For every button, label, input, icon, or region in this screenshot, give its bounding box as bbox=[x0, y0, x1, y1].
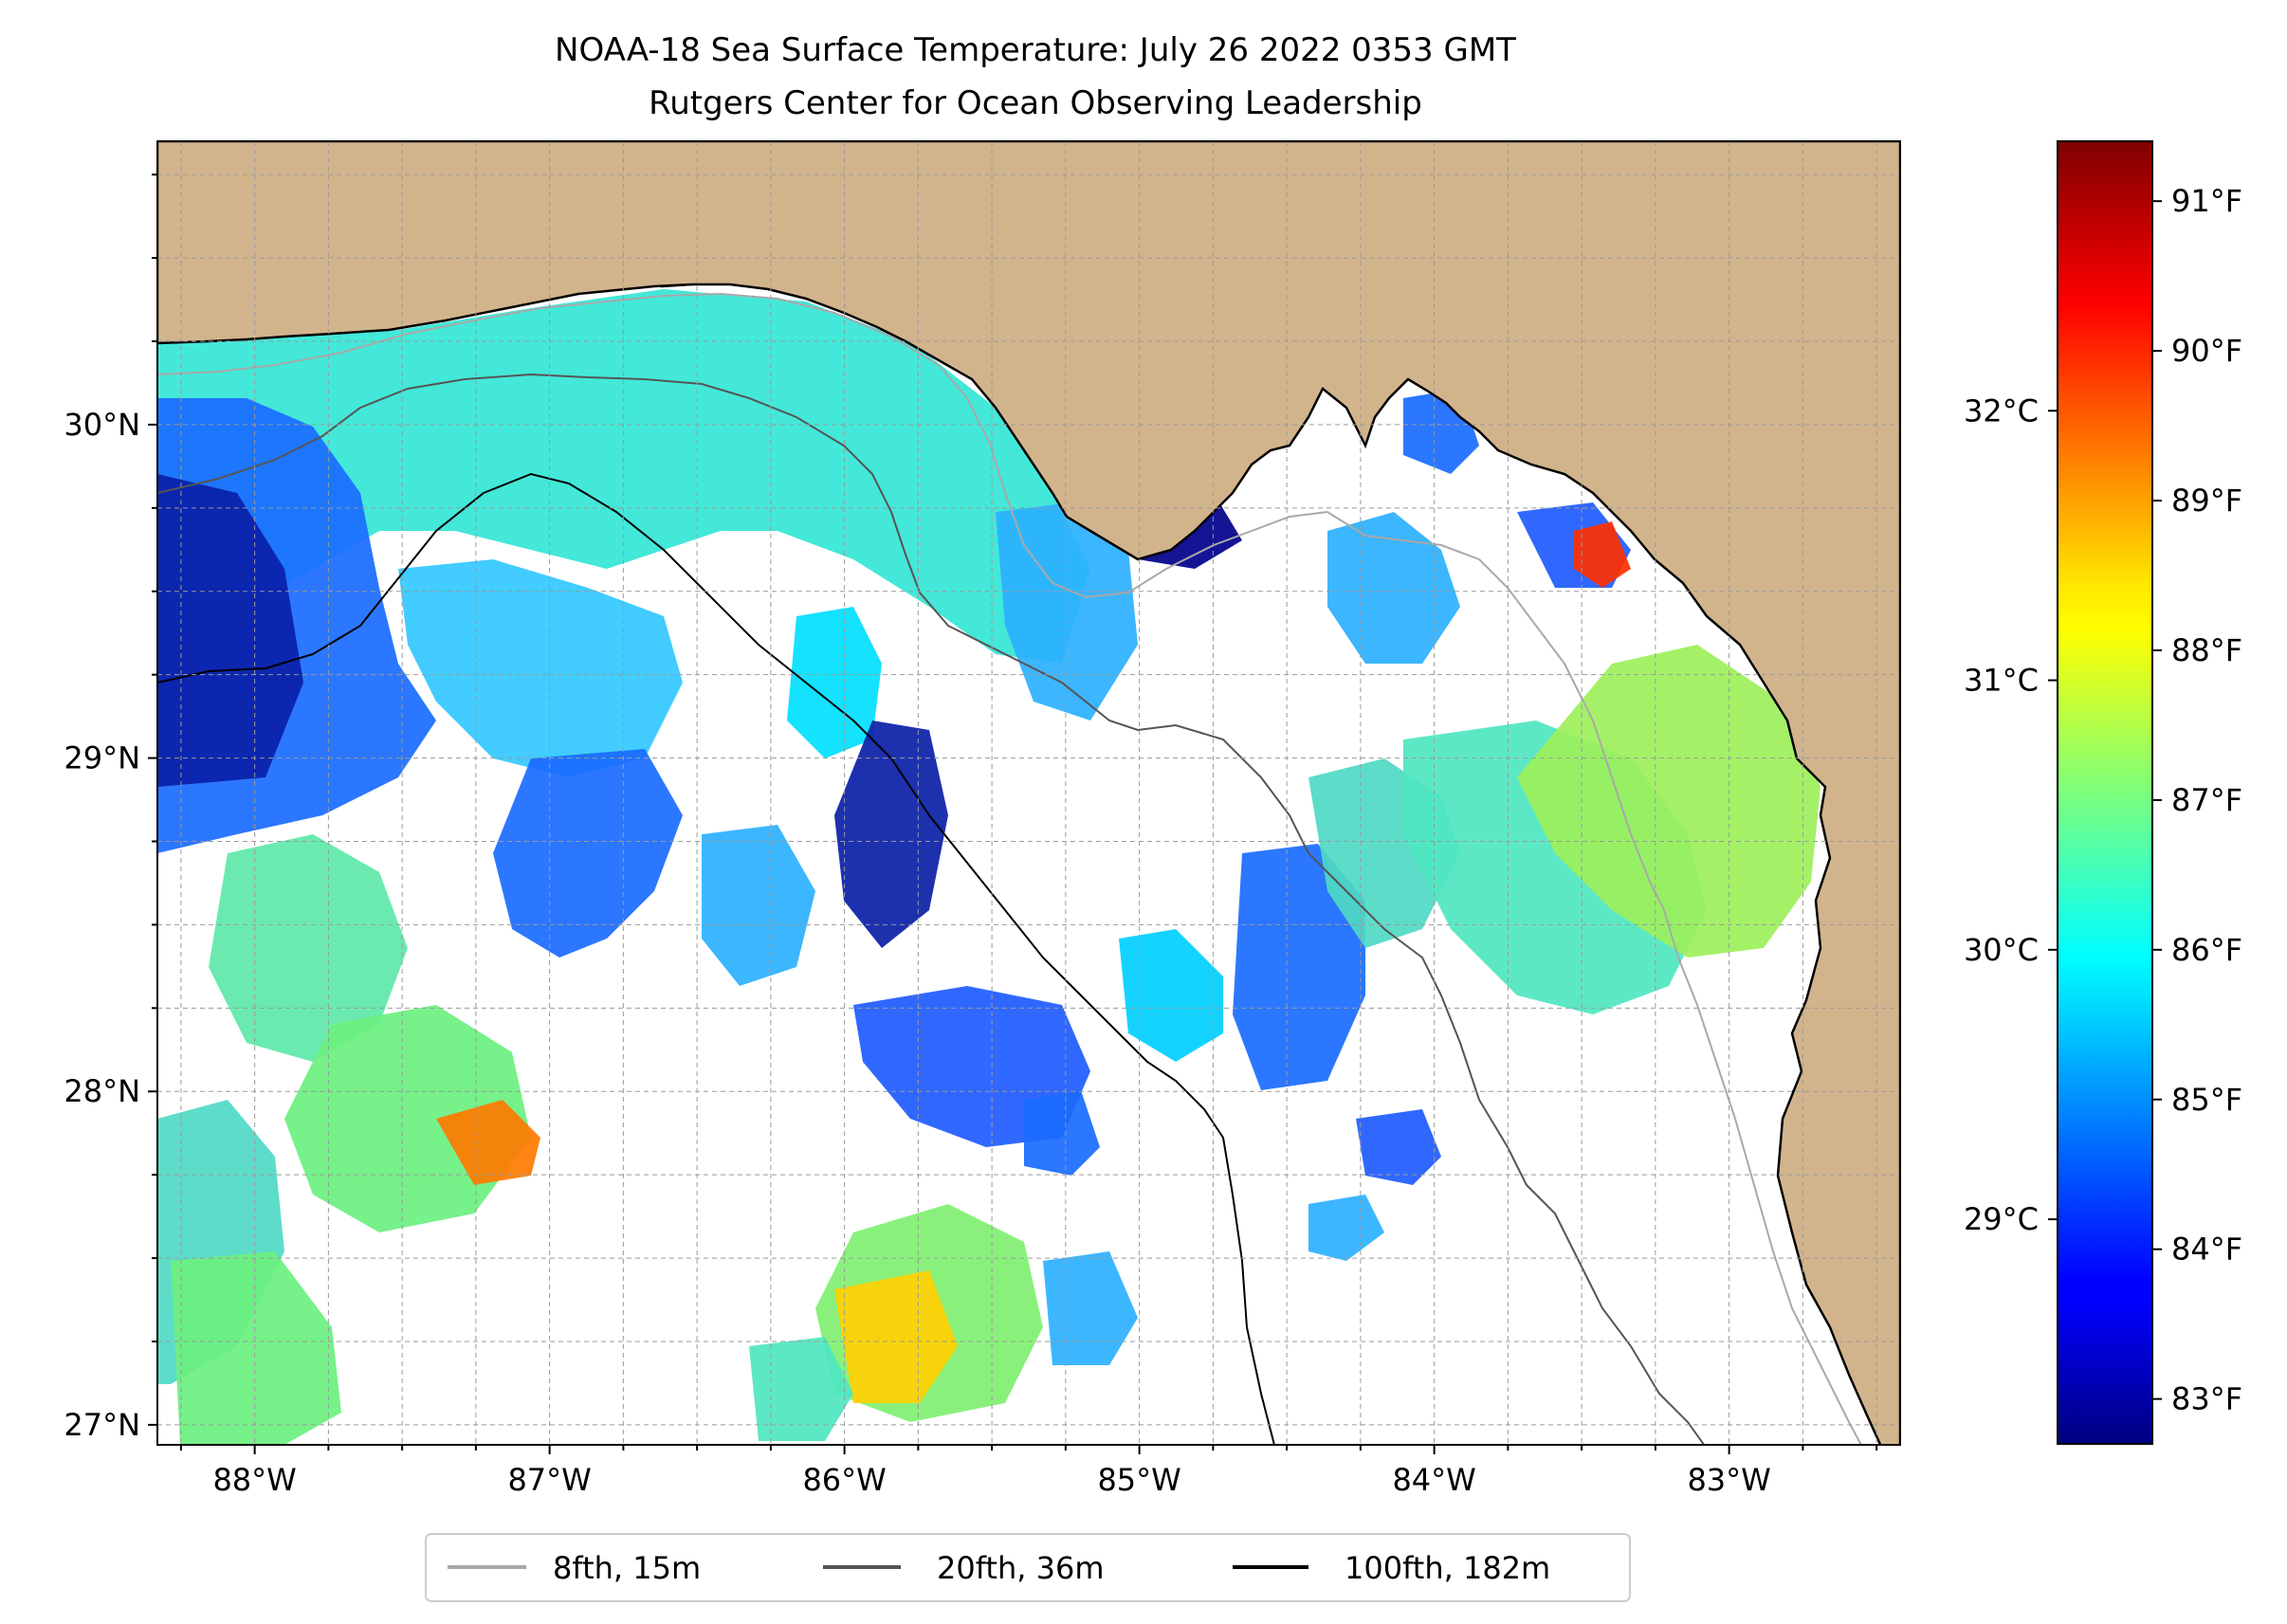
sst-patch bbox=[157, 289, 1090, 664]
lon-tick-label: 84°W bbox=[1392, 1462, 1475, 1498]
colorbar bbox=[2057, 140, 2153, 1445]
sst-patch bbox=[834, 1270, 958, 1403]
sst-patch bbox=[996, 502, 1138, 721]
sst-patch bbox=[834, 721, 948, 948]
lon-tick-label: 83°W bbox=[1687, 1462, 1770, 1498]
sst-patch bbox=[1327, 512, 1460, 664]
legend-box bbox=[425, 1533, 1631, 1602]
colorbar-ticks: 83°F 84°F 85°F 86°F 87°F 88°F 89°F 90°F 91°F 29°C… bbox=[1964, 183, 2242, 1416]
sst-patch bbox=[787, 607, 882, 758]
colorbar-f-label: 90°F bbox=[2171, 333, 2242, 369]
sst-patch bbox=[157, 474, 303, 787]
sst-patch bbox=[1024, 1090, 1100, 1176]
isobath-8fth bbox=[157, 292, 1862, 1445]
figure-subtitle: Rutgers Center for Ocean Observing Leade… bbox=[649, 84, 1422, 122]
lon-tick-label: 88°W bbox=[212, 1462, 296, 1498]
sst-data-layer bbox=[157, 289, 1858, 1445]
colorbar-f-label: 85°F bbox=[2171, 1082, 2242, 1118]
colorbar-c-label: 29°C bbox=[1964, 1201, 2039, 1237]
colorbar-f-label: 87°F bbox=[2171, 782, 2242, 818]
sst-patch bbox=[436, 1100, 540, 1185]
colorbar-f-label: 91°F bbox=[2171, 183, 2242, 219]
sst-patch bbox=[1043, 1251, 1138, 1365]
legend-label-20fth: 20fth, 36m bbox=[937, 1550, 1104, 1586]
colorbar-f-label: 89°F bbox=[2171, 483, 2242, 519]
sst-patch bbox=[1119, 929, 1223, 1062]
sst-patch bbox=[749, 1337, 853, 1441]
legend: 8fth, 15m 20fth, 36m 100fth, 182m bbox=[425, 1533, 1631, 1602]
colorbar-f-label: 88°F bbox=[2171, 632, 2242, 668]
lat-tick-label: 27°N bbox=[64, 1407, 140, 1443]
colorbar-c-label: 32°C bbox=[1964, 392, 2039, 429]
isobath-100fth bbox=[157, 472, 1275, 1445]
sst-patch bbox=[171, 1251, 341, 1445]
legend-label-8fth: 8fth, 15m bbox=[553, 1550, 701, 1586]
gridlines bbox=[157, 141, 1900, 1445]
lon-tick-label: 85°W bbox=[1097, 1462, 1180, 1498]
sst-patch bbox=[209, 834, 408, 1062]
map-panel bbox=[157, 141, 1900, 1445]
colorbar-f-label: 84°F bbox=[2171, 1232, 2242, 1268]
colorbar-c-label: 30°C bbox=[1964, 932, 2039, 968]
sst-patch bbox=[398, 559, 683, 777]
lon-tick-label: 87°W bbox=[507, 1462, 591, 1498]
lat-tick-label: 28°N bbox=[64, 1073, 140, 1109]
lon-tick-label: 86°W bbox=[802, 1462, 886, 1498]
colorbar-f-label: 86°F bbox=[2171, 932, 2242, 968]
sst-patch bbox=[702, 825, 815, 986]
colorbar-f-label: 83°F bbox=[2171, 1381, 2242, 1417]
sst-patch bbox=[1308, 1195, 1384, 1261]
map-frame bbox=[156, 140, 1901, 1446]
map-axes: 88°W 87°W 86°W 85°W 84°W 83°W 27°N 28°N 29°N 30°N bbox=[64, 173, 1878, 1498]
land-north-coast bbox=[157, 141, 1900, 1445]
lat-tick-label: 30°N bbox=[64, 407, 140, 443]
sst-patch bbox=[1574, 521, 1631, 588]
sst-patch bbox=[493, 749, 683, 958]
sst-patch bbox=[1233, 844, 1365, 1090]
figure-title: NOAA-18 Sea Surface Temperature: July 26… bbox=[555, 31, 1516, 69]
legend-label-100fth: 100fth, 182m bbox=[1345, 1550, 1550, 1586]
sst-patch bbox=[1356, 1109, 1441, 1185]
colorbar-c-label: 31°C bbox=[1964, 663, 2039, 699]
lat-tick-label: 29°N bbox=[64, 740, 140, 776]
